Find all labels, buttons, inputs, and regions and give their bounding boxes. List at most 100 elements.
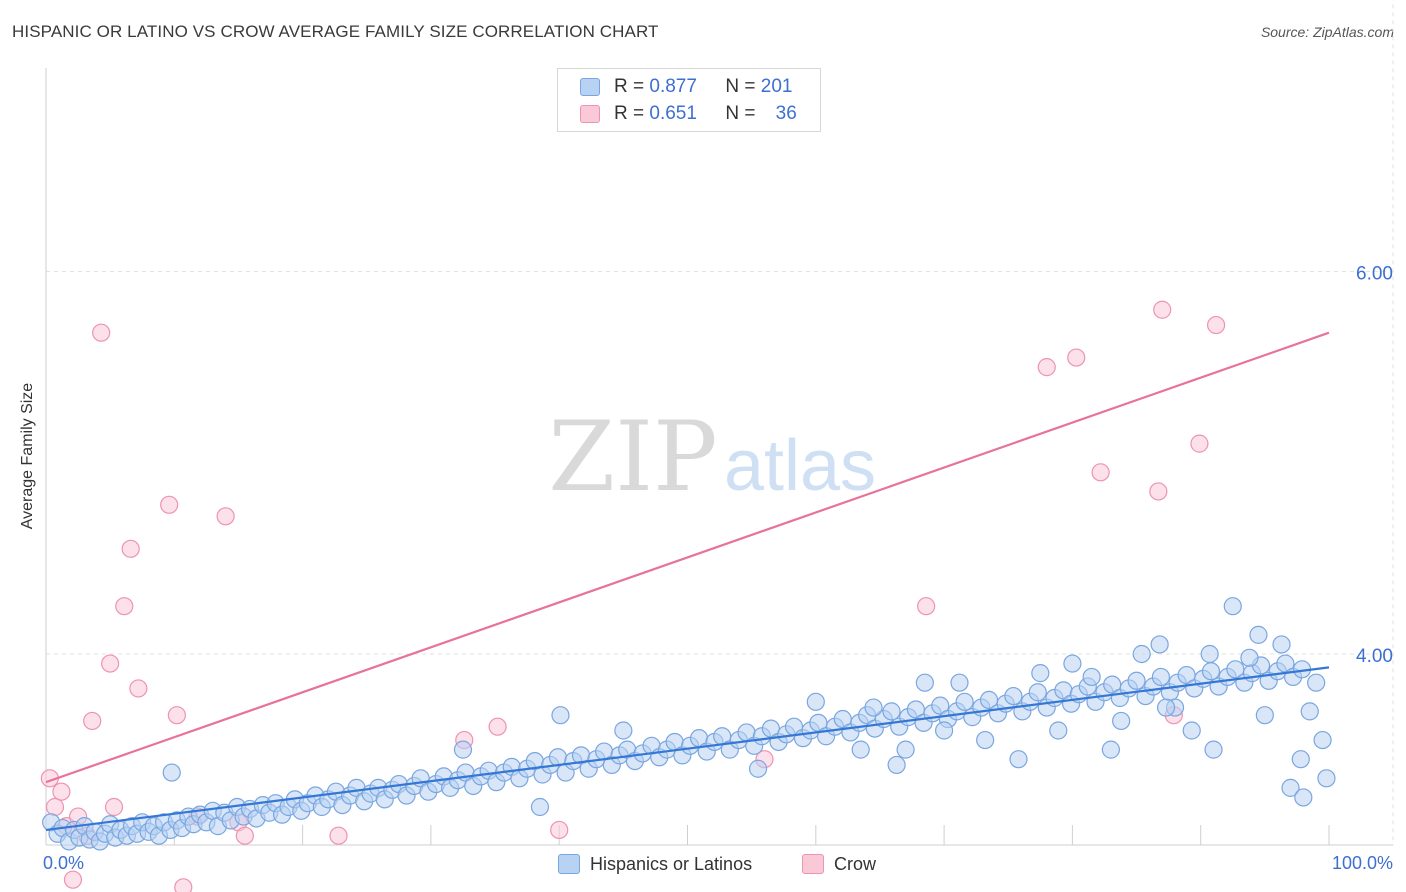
legend-row-hispanics: R = 0.877 N = 201 [580,75,792,99]
series-hispanics [42,597,1336,851]
crow-point [121,539,140,558]
hispanic-point [1112,711,1131,731]
crow-point [1190,434,1209,453]
tick-labels: 4.006.008.0010.000.0%100.0% [43,264,1393,874]
hispanic-point [851,740,870,759]
legend-row-crow: R = 0.651 N = 36 [580,102,797,126]
hispanic-point [950,673,969,692]
correlation-legend: R = 0.877 N = 201 R = 0.651 N = 36 [557,68,821,132]
hispanic-point [1307,673,1326,692]
hispanic-point [1249,625,1268,644]
hispanic-point [1009,750,1028,769]
hispanic-point [1132,644,1151,664]
hispanic-trend-line [45,666,1330,832]
hispanic-point [1317,769,1336,788]
hispanic-point [1127,671,1146,690]
hispanic-point [915,673,934,692]
crow-point [167,706,186,725]
crow-point [917,597,936,616]
hispanic-point [1281,778,1300,797]
crow-point [174,878,193,892]
legend-n-label: N = [725,103,756,124]
hispanic-point [1201,662,1221,681]
crow-point [83,711,102,731]
hispanic-point [1272,635,1291,654]
hispanic-point [882,702,901,721]
legend-r-label: R = [614,103,645,124]
watermark: ZIP atlas [548,401,876,513]
hispanic-point [806,692,825,711]
hispanic-point [1004,686,1023,706]
hispanic-point [1082,667,1101,687]
legend-swatch-blue [580,78,600,96]
hispanic-point [1031,664,1050,683]
crow-trend-line [45,331,1330,784]
hispanic-point [864,698,883,717]
y-tick-label: 4.00 [1356,646,1393,667]
hispanic-point [1101,740,1120,759]
legend-swatch-pink [580,105,600,123]
bottom-legend-swatch-blue [558,854,580,874]
watermark-atlas: atlas [724,426,876,506]
crow-point [1149,482,1168,501]
hispanic-point [530,797,550,817]
crow-point [45,797,65,817]
source-credit: Source: ZipAtlas.com [1260,24,1394,40]
crow-point [329,826,348,845]
hispanic-point [614,721,633,740]
crow-point [115,597,134,616]
hispanic-point [551,706,570,725]
hispanic-point [1294,788,1313,807]
bottom-legend-hispanics: Hispanics or Latinos [558,852,752,876]
hispanic-point [1156,698,1176,717]
crow-point [235,826,254,845]
bottom-legend-label: Hispanics or Latinos [590,853,753,874]
crow-point [216,507,235,526]
crow-point [1067,348,1086,367]
hispanic-point [896,740,915,759]
legend-r-label: R = [614,76,645,97]
crow-point [1037,358,1056,377]
legend-n-label: N = [725,76,756,97]
bottom-legend-swatch-pink [802,854,824,874]
hispanic-point [1200,644,1219,664]
hispanic-point [1151,667,1171,687]
trend-lines [45,331,1330,832]
crow-point [1091,463,1110,482]
hispanic-point [1028,683,1047,702]
crow-point [160,495,179,514]
grid-lines [46,0,1394,845]
hispanic-point [976,730,995,750]
y-tick-label: 6.00 [1356,264,1393,285]
crow-point [92,323,111,342]
hispanic-point [887,755,906,775]
legend-n-value: 201 [760,76,793,97]
hispanic-point [1240,648,1259,667]
watermark-zip: ZIP [548,401,717,513]
hispanic-point [1223,597,1242,616]
crow-point [550,820,569,840]
bottom-legend-crow: Crow [802,852,876,876]
crow-point [104,797,124,817]
legend-n-value: 36 [775,103,797,124]
crow-point [1206,315,1226,335]
chart-title: HISPANIC OR LATINO VS CROW AVERAGE FAMIL… [12,22,659,41]
crow-point [63,870,83,889]
hispanic-point [1291,750,1310,769]
legend-r-value: 0.877 [649,76,697,97]
hispanic-point [1300,702,1319,721]
crow-point [129,679,148,698]
x-tick-label: 100.0% [1332,853,1393,873]
crow-point [488,717,507,736]
hispanic-point [1204,740,1223,759]
crow-point [52,782,71,801]
legend-r-value: 0.651 [649,103,697,124]
hispanic-point [1313,730,1332,750]
bottom-legend-label: Crow [834,853,877,874]
hispanic-point [453,740,473,759]
hispanic-point [162,763,181,782]
x-tick-label: 0.0% [43,853,84,873]
hispanic-point [955,692,974,711]
hispanic-point [1255,706,1274,725]
